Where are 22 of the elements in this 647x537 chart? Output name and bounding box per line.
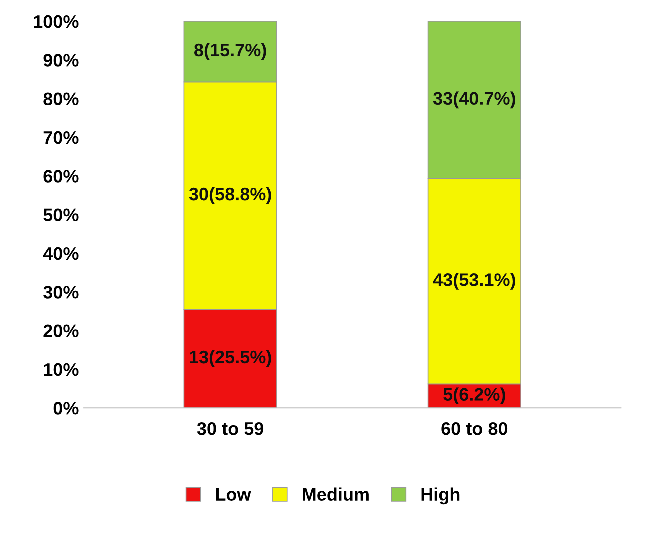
data-label: 30(58.8%): [189, 187, 272, 204]
y-tick-label: 60%: [44, 170, 79, 183]
x-tick-label: 30 to 59: [197, 422, 264, 436]
y-tick-label: 30%: [44, 286, 79, 299]
data-label: 43(53.1%): [433, 273, 516, 290]
y-tick-label: 70%: [44, 131, 79, 144]
x-tick-label: 60 to 80: [442, 422, 508, 436]
legend-label: High: [422, 488, 460, 505]
y-tick-label: 90%: [44, 54, 79, 67]
y-tick-label: 100%: [34, 15, 79, 28]
data-label: 5(6.2%): [444, 388, 506, 405]
y-tick-label: 0%: [54, 402, 79, 415]
legend-label: Low: [216, 488, 252, 501]
data-label: 33(40.7%): [433, 92, 516, 109]
y-tick-label: 40%: [43, 247, 79, 260]
legend-label: Medium: [303, 488, 369, 501]
y-tick-label: 10%: [44, 363, 79, 376]
y-tick-label: 20%: [44, 324, 79, 338]
y-tick-label: 50%: [44, 208, 79, 222]
data-label: 8(15.7%): [194, 43, 266, 60]
y-tick-label: 80%: [44, 92, 79, 106]
data-label: 13(25.5%): [190, 350, 272, 368]
